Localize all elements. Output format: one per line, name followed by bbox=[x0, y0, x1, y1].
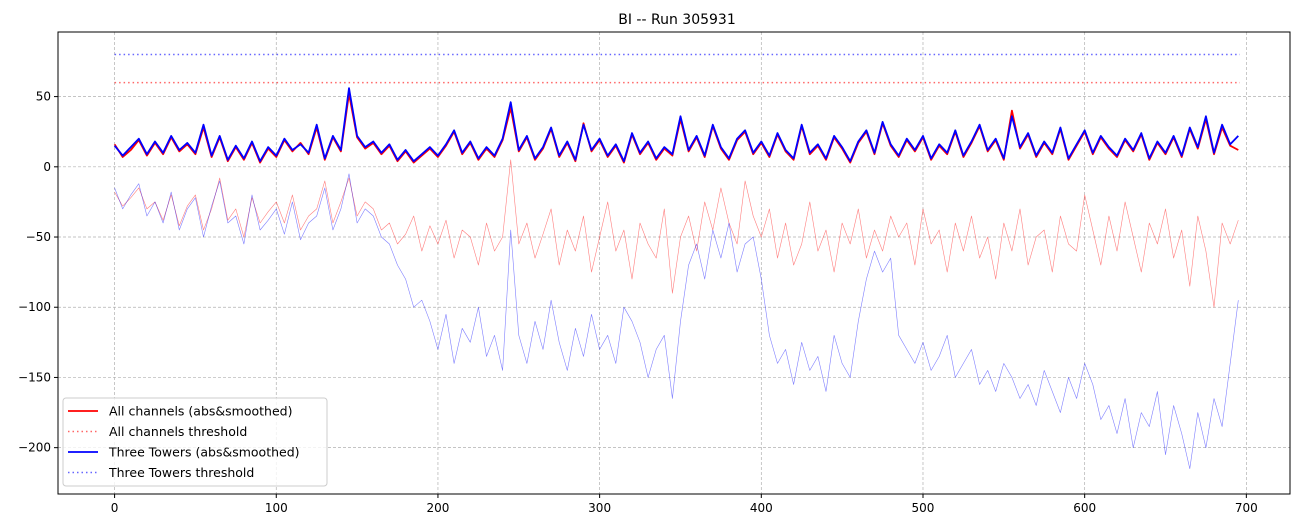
y-tick-label: −50 bbox=[26, 230, 51, 244]
series-line-three-towers-raw bbox=[114, 173, 1239, 470]
x-tick-label: 200 bbox=[426, 501, 449, 515]
plot-frame bbox=[57, 31, 1291, 495]
y-tick-label: 50 bbox=[36, 90, 51, 104]
axis-ticks: 0 100 200 300 400 500 600 700 −200 −150 −100 −50 0 50 bbox=[18, 90, 1258, 515]
x-tick-label: 400 bbox=[750, 501, 773, 515]
legend-label: All channels (abs&smoothed) bbox=[109, 404, 292, 419]
legend: All channels (abs&smoothed) All channels … bbox=[62, 397, 328, 487]
series-line-all-channels-raw bbox=[114, 159, 1239, 308]
grid bbox=[58, 32, 1290, 494]
x-tick-label: 600 bbox=[1073, 501, 1096, 515]
series-line-all-channels-abs-smoothed bbox=[113, 92, 1239, 164]
y-tick-label: 0 bbox=[43, 160, 51, 174]
x-tick-label: 0 bbox=[111, 501, 119, 515]
y-tick-label: −100 bbox=[18, 300, 51, 314]
series-lines bbox=[113, 53, 1240, 470]
y-tick-label: −150 bbox=[18, 370, 51, 384]
legend-label: Three Towers threshold bbox=[108, 465, 254, 480]
series-line-three-towers-abs-smoothed bbox=[113, 87, 1239, 163]
x-tick-label: 100 bbox=[265, 501, 288, 515]
legend-label: Three Towers (abs&smoothed) bbox=[108, 445, 300, 460]
y-tick-label: −200 bbox=[18, 441, 51, 455]
x-tick-label: 500 bbox=[912, 501, 935, 515]
legend-label: All channels threshold bbox=[109, 424, 247, 439]
chart-title: BI -- Run 305931 bbox=[618, 12, 735, 28]
legend-box bbox=[62, 397, 328, 487]
x-tick-label: 300 bbox=[588, 501, 611, 515]
x-tick-label: 700 bbox=[1235, 501, 1258, 515]
